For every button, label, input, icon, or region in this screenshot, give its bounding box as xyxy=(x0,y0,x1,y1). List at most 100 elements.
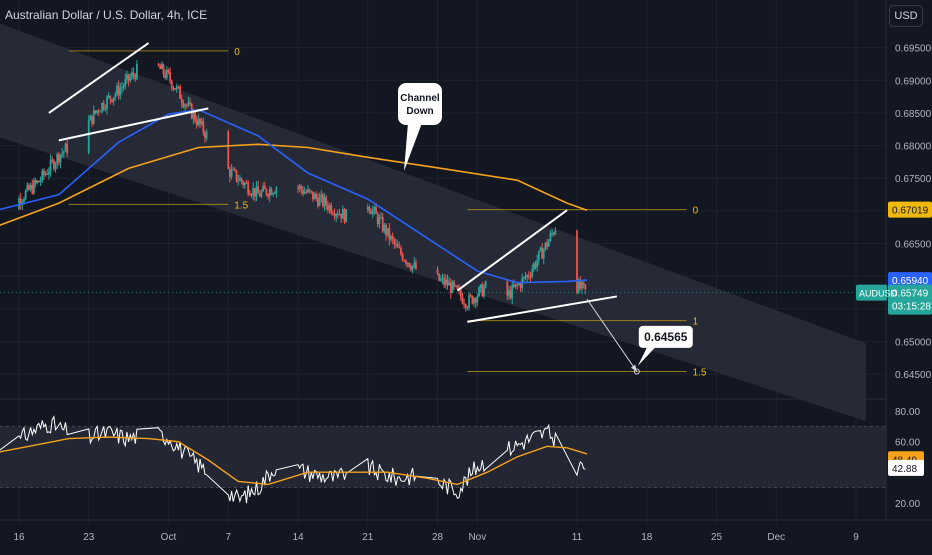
time-axis-tick: Oct xyxy=(161,532,177,543)
candle-body xyxy=(438,273,441,281)
candle-body xyxy=(252,188,255,196)
candle-body xyxy=(400,247,402,254)
candle-body xyxy=(262,185,265,192)
candle-body xyxy=(94,110,97,113)
candle-body xyxy=(325,197,328,206)
candle-body xyxy=(227,131,230,169)
candle-body xyxy=(89,115,92,121)
candle-body xyxy=(469,295,472,297)
candle-body xyxy=(197,118,200,126)
candle-body xyxy=(189,102,191,104)
candle-body xyxy=(184,104,186,107)
channel-callout-box xyxy=(398,83,442,125)
fib-level-price-tag: 0.67019 xyxy=(892,206,929,217)
candle-body xyxy=(165,69,168,78)
candle-body xyxy=(531,269,534,277)
candle-body xyxy=(182,102,185,107)
candle-body xyxy=(167,69,170,73)
time-axis-tick: Nov xyxy=(468,532,486,543)
candle-body xyxy=(312,191,314,200)
price-axis-tick: 0.69500 xyxy=(895,44,932,55)
candle-body xyxy=(122,86,125,88)
candle-body xyxy=(200,121,203,125)
candle-body xyxy=(403,260,406,262)
candle-body xyxy=(436,269,439,274)
candle-body xyxy=(544,242,547,250)
candle-body xyxy=(318,197,321,207)
moving-average-fast-line xyxy=(0,108,588,284)
fib-level-label: 1.5 xyxy=(693,368,707,379)
price-axis-tick: 0.68000 xyxy=(895,142,932,153)
candle-body xyxy=(371,209,374,215)
candle-body xyxy=(396,243,399,248)
candle-body xyxy=(456,285,459,289)
candle-body xyxy=(519,283,522,288)
candle-body xyxy=(554,230,557,235)
currency-button[interactable]: USD xyxy=(889,5,923,27)
candle-body xyxy=(576,230,578,293)
candle-body xyxy=(31,184,34,194)
candle-body xyxy=(38,180,40,183)
candle-body xyxy=(267,194,270,197)
candle-body xyxy=(43,170,45,176)
candle-body xyxy=(187,102,190,106)
candle-body xyxy=(310,190,313,192)
candle-body xyxy=(26,184,29,191)
candle-body xyxy=(308,189,311,191)
time-axis-tick: 28 xyxy=(432,532,444,543)
candle-body xyxy=(49,159,52,172)
candle-body xyxy=(313,193,316,200)
candle-body xyxy=(238,178,241,181)
candle-body xyxy=(481,284,484,297)
candle-body xyxy=(478,287,480,297)
time-axis-tick: Dec xyxy=(767,532,785,543)
candle-body xyxy=(255,186,258,197)
candle-body xyxy=(99,111,102,113)
candle-body xyxy=(28,184,30,190)
candle-body xyxy=(19,198,22,205)
candle-body xyxy=(302,189,304,194)
candle-body xyxy=(484,281,487,288)
candle-body xyxy=(248,193,251,195)
candle-body xyxy=(270,189,273,195)
candle-body xyxy=(471,295,474,304)
time-axis-tick: 9 xyxy=(853,532,859,543)
candle-body xyxy=(509,290,512,299)
candle-body xyxy=(366,206,369,210)
fib-level-label: 0 xyxy=(234,47,240,58)
candle-body xyxy=(124,78,127,87)
candle-body xyxy=(260,191,263,197)
candle-body xyxy=(204,132,206,139)
candle-body xyxy=(104,108,107,110)
candle-body xyxy=(534,263,537,268)
candle-body xyxy=(331,213,334,215)
candle-body xyxy=(539,247,542,251)
candle-body xyxy=(21,201,24,205)
candle-body xyxy=(373,207,376,210)
candle-body xyxy=(64,143,67,152)
time-axis-tick: 16 xyxy=(13,532,25,543)
candle-body xyxy=(376,213,379,225)
candle-body xyxy=(459,289,462,297)
candle-body xyxy=(102,102,105,109)
candle-body xyxy=(483,287,485,297)
price-axis-tick: 0.66500 xyxy=(895,240,932,251)
candle-body xyxy=(338,213,341,216)
candle-body xyxy=(317,198,319,207)
rsi-axis-tick: 20.00 xyxy=(895,499,920,510)
time-axis-tick: 23 xyxy=(83,532,95,543)
candle-body xyxy=(326,205,329,210)
candle-body xyxy=(464,304,467,308)
candle-body xyxy=(114,93,117,98)
candle-body xyxy=(107,95,110,97)
candle-body xyxy=(383,224,386,232)
candle-body xyxy=(87,120,90,153)
rsi-axis-tick: 60.00 xyxy=(895,438,920,449)
candle-body xyxy=(159,65,162,70)
rsi-value-tag-box xyxy=(888,459,924,476)
candle-body xyxy=(185,104,188,106)
candle-body xyxy=(517,283,520,285)
candle-body xyxy=(522,276,525,279)
